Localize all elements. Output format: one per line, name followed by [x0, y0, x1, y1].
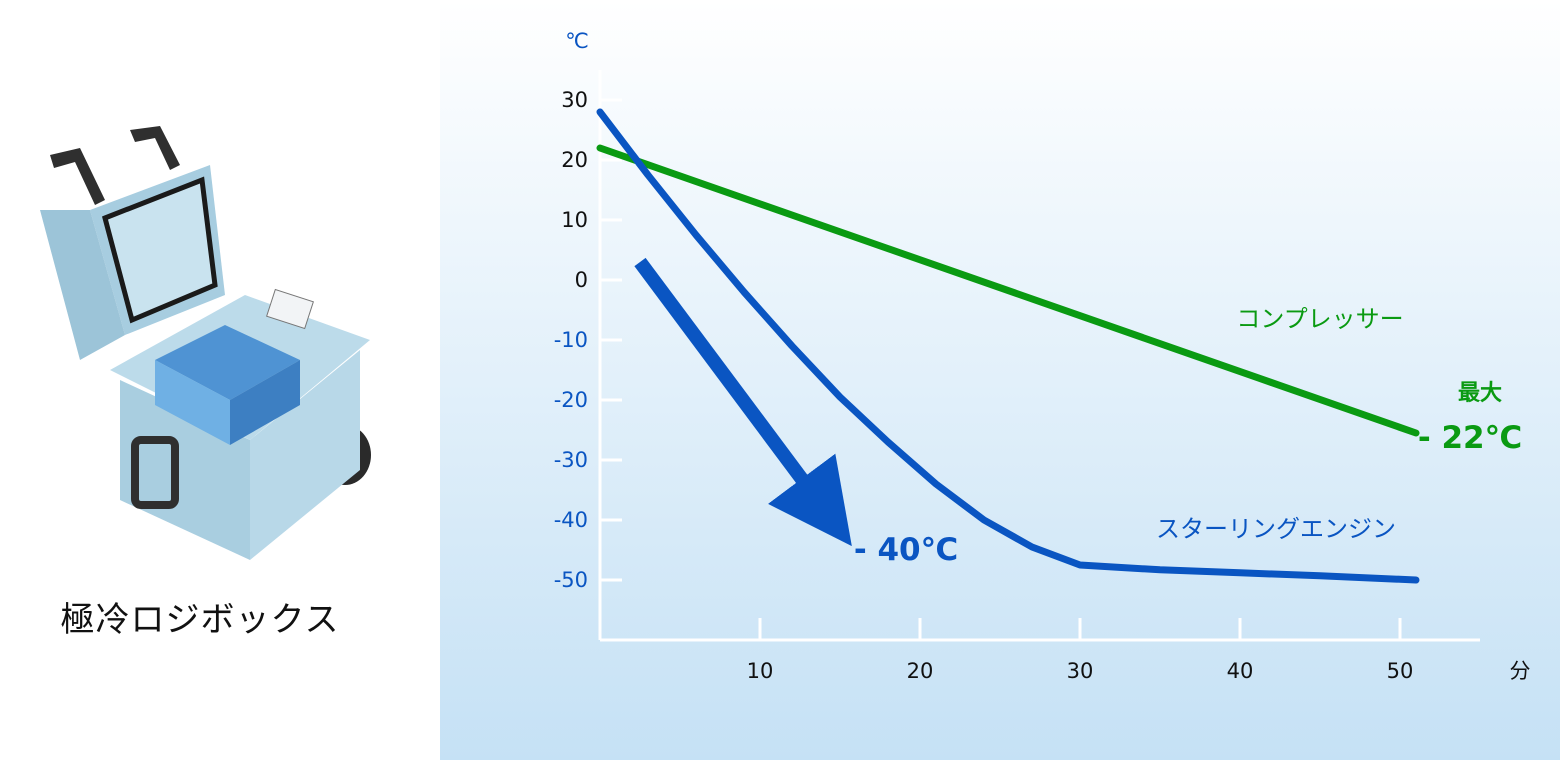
annotation-minus-40: - 40℃ [854, 532, 958, 568]
y-tick-label: -20 [554, 388, 588, 412]
chart-panel: 30 20 10 0 -10 -20 -30 -40 -50 10 20 30 40 50 コンプレッサ… [440, 0, 1560, 760]
cooler-cavity [155, 325, 300, 400]
annotation-max: 最大 [1458, 381, 1502, 406]
cooler-cavity-wall [155, 360, 230, 445]
y-tick-label: -50 [554, 568, 588, 592]
y-tick-label: 0 [575, 268, 588, 292]
cooler-side-grip [131, 436, 179, 509]
series-label-stirling: スターリングエンジン [1156, 515, 1396, 543]
y-tick-label: -40 [554, 508, 588, 532]
y-tick-label: 30 [561, 88, 588, 112]
chart-background [440, 0, 1560, 760]
cooler-body-side [250, 350, 360, 560]
cooler-cavity-inner [230, 360, 300, 445]
cooler-control-panel [266, 288, 314, 330]
series-label-compressor: コンプレッサー [1236, 305, 1403, 333]
cooler-handle-left [50, 148, 105, 205]
cooler-box-icon [40, 126, 371, 560]
down-arrow-icon [634, 257, 852, 547]
temperature-chart: 30 20 10 0 -10 -20 -30 -40 -50 10 20 30 40 50 コンプレッサ… [440, 0, 1560, 760]
series-line-2 [596, 108, 1420, 584]
series-line-1 [596, 144, 1420, 437]
cooler-handle-right [130, 126, 180, 170]
cooler-lid-inner [102, 176, 218, 324]
x-tick-label: 20 [907, 659, 934, 683]
y-tick-label: 20 [561, 148, 588, 172]
x-tick-label: 30 [1067, 659, 1094, 683]
cooler-lid-side [40, 210, 125, 360]
y-tick-label: -10 [554, 328, 588, 352]
y-tick-label: -30 [554, 448, 588, 472]
product-panel: 極冷ロジボックス [0, 0, 440, 760]
x-tick-label: 10 [747, 659, 774, 683]
x-axis-label: 分 [1510, 659, 1531, 683]
annotation-minus-22: - 22℃ [1418, 420, 1522, 456]
y-tick-label: 10 [561, 208, 588, 232]
product-caption: 極冷ロジボックス [60, 600, 340, 640]
y-axis-label: ℃ [565, 29, 589, 53]
x-tick-label: 50 [1387, 659, 1414, 683]
x-tick-label: 40 [1227, 659, 1254, 683]
